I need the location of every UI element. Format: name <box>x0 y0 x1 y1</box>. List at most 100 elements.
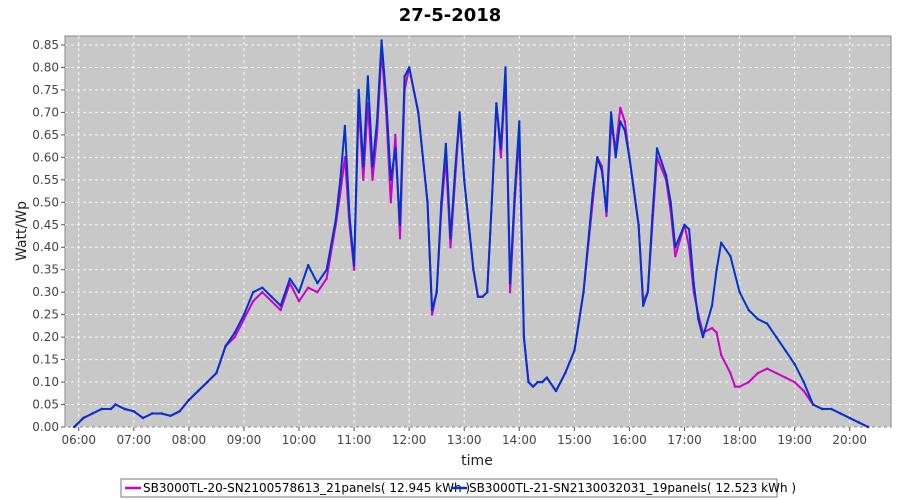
data-point-series-2 <box>674 246 677 249</box>
data-point-series-2 <box>430 308 434 312</box>
data-point-series-2 <box>73 425 76 429</box>
data-point-series-1 <box>398 237 402 240</box>
y-tick-label: 0.45 <box>32 218 59 232</box>
data-point-series-2 <box>288 277 292 280</box>
data-point-series-2 <box>518 120 521 123</box>
data-point-series-1 <box>270 300 273 303</box>
x-tick-label: 08:00 <box>172 433 207 447</box>
data-point-series-2 <box>536 380 539 384</box>
grid <box>65 36 891 428</box>
data-point-series-2 <box>316 282 319 285</box>
data-point-series-2 <box>91 412 94 415</box>
data-point-series-1 <box>389 201 392 204</box>
data-point-series-2 <box>508 282 512 285</box>
legend-item-series-1: SB3000TL-20-SN2100578613_21panels( 12.94… <box>125 481 470 495</box>
data-point-series-1 <box>747 380 750 384</box>
data-point-series-1 <box>738 385 741 388</box>
data-point-series-1 <box>251 300 255 303</box>
data-point-series-2 <box>600 169 604 172</box>
data-point-series-1 <box>352 268 356 271</box>
data-point-series-1 <box>775 371 778 375</box>
legend: SB3000TL-20-SN2100578613_21panels( 12.94… <box>120 478 796 498</box>
data-point-series-2 <box>591 192 594 195</box>
data-point-series-2 <box>857 421 861 424</box>
data-point-series-2 <box>793 362 796 366</box>
data-point-series-2 <box>486 291 489 294</box>
data-point-series-2 <box>463 178 466 181</box>
x-tick-label: 12:00 <box>392 433 427 447</box>
data-point-series-2 <box>398 223 402 226</box>
data-point-series-2 <box>394 147 397 150</box>
data-point-series-2 <box>784 349 787 352</box>
y-axis-label: Watt/Wp <box>14 201 30 261</box>
x-axis-label: time <box>461 453 493 469</box>
data-point-series-2 <box>582 291 585 294</box>
data-point-series-2 <box>389 178 392 181</box>
data-point-series-2 <box>720 241 723 244</box>
data-point-series-2 <box>215 371 218 375</box>
data-point-series-2 <box>426 201 429 204</box>
data-point-series-2 <box>472 268 475 271</box>
series-line-2 <box>73 39 870 428</box>
data-point-series-2 <box>476 295 480 298</box>
y-tick-label: 0.20 <box>32 330 59 344</box>
data-point-series-1 <box>449 246 452 249</box>
data-point-series-2 <box>715 268 718 271</box>
data-point-series-1 <box>371 178 374 181</box>
data-point-series-2 <box>366 75 370 78</box>
data-point-series-2 <box>747 308 750 312</box>
data-point-series-2 <box>160 412 163 415</box>
y-tick-label: 0.75 <box>32 83 59 97</box>
data-point-series-1 <box>710 326 714 330</box>
data-point-series-2 <box>151 412 154 415</box>
data-point-series-2 <box>554 389 558 393</box>
data-point-series-2 <box>297 291 301 294</box>
legend-box <box>120 478 778 498</box>
data-point-series-1 <box>325 277 328 280</box>
y-axis: 0.00 0.05 0.10 0.15 0.20 0.25 0.30 0.35 0.40 0.45… <box>32 38 65 434</box>
data-point-series-2 <box>251 291 255 294</box>
data-point-series-2 <box>403 75 406 78</box>
x-tick-label: 19:00 <box>777 433 812 447</box>
data-point-series-2 <box>440 201 443 204</box>
x-tick-label: 13:00 <box>447 433 482 447</box>
x-tick-label: 17:00 <box>667 433 702 447</box>
data-point-series-2 <box>697 317 700 321</box>
data-point-series-1 <box>623 120 626 123</box>
x-tick-label: 07:00 <box>117 433 152 447</box>
data-point-series-2 <box>270 295 273 298</box>
data-point-series-2 <box>334 219 337 222</box>
data-point-series-2 <box>499 147 503 150</box>
y-tick-label: 0.25 <box>32 308 59 322</box>
data-point-series-2 <box>541 380 544 384</box>
data-point-series-2 <box>339 178 342 181</box>
data-point-series-2 <box>545 376 548 379</box>
data-point-series-2 <box>811 403 815 406</box>
x-tick-label: 15:00 <box>557 433 592 447</box>
data-point-series-2 <box>385 97 388 101</box>
data-point-series-2 <box>196 389 200 393</box>
data-point-series-2 <box>371 165 374 168</box>
data-point-series-1 <box>765 367 769 370</box>
data-point-series-2 <box>623 129 626 132</box>
data-point-series-1 <box>756 371 760 375</box>
data-point-series-1 <box>720 353 723 357</box>
series-layer <box>73 39 870 429</box>
data-point-series-2 <box>82 416 85 420</box>
data-point-series-2 <box>628 156 631 159</box>
data-point-series-1 <box>605 214 608 217</box>
data-point-series-2 <box>444 142 448 146</box>
data-point-series-2 <box>683 223 686 226</box>
data-point-series-2 <box>522 335 526 339</box>
data-point-series-2 <box>609 111 613 114</box>
data-point-series-1 <box>279 308 282 312</box>
data-point-series-2 <box>692 282 695 285</box>
data-point-series-2 <box>573 349 576 352</box>
data-point-series-2 <box>848 416 851 420</box>
y-tick-label: 0.10 <box>32 375 59 389</box>
data-point-series-2 <box>701 335 705 339</box>
x-tick-label: 14:00 <box>502 433 537 447</box>
data-point-series-1 <box>307 286 310 289</box>
y-tick-label: 0.70 <box>32 105 59 119</box>
y-tick-label: 0.85 <box>32 38 59 52</box>
